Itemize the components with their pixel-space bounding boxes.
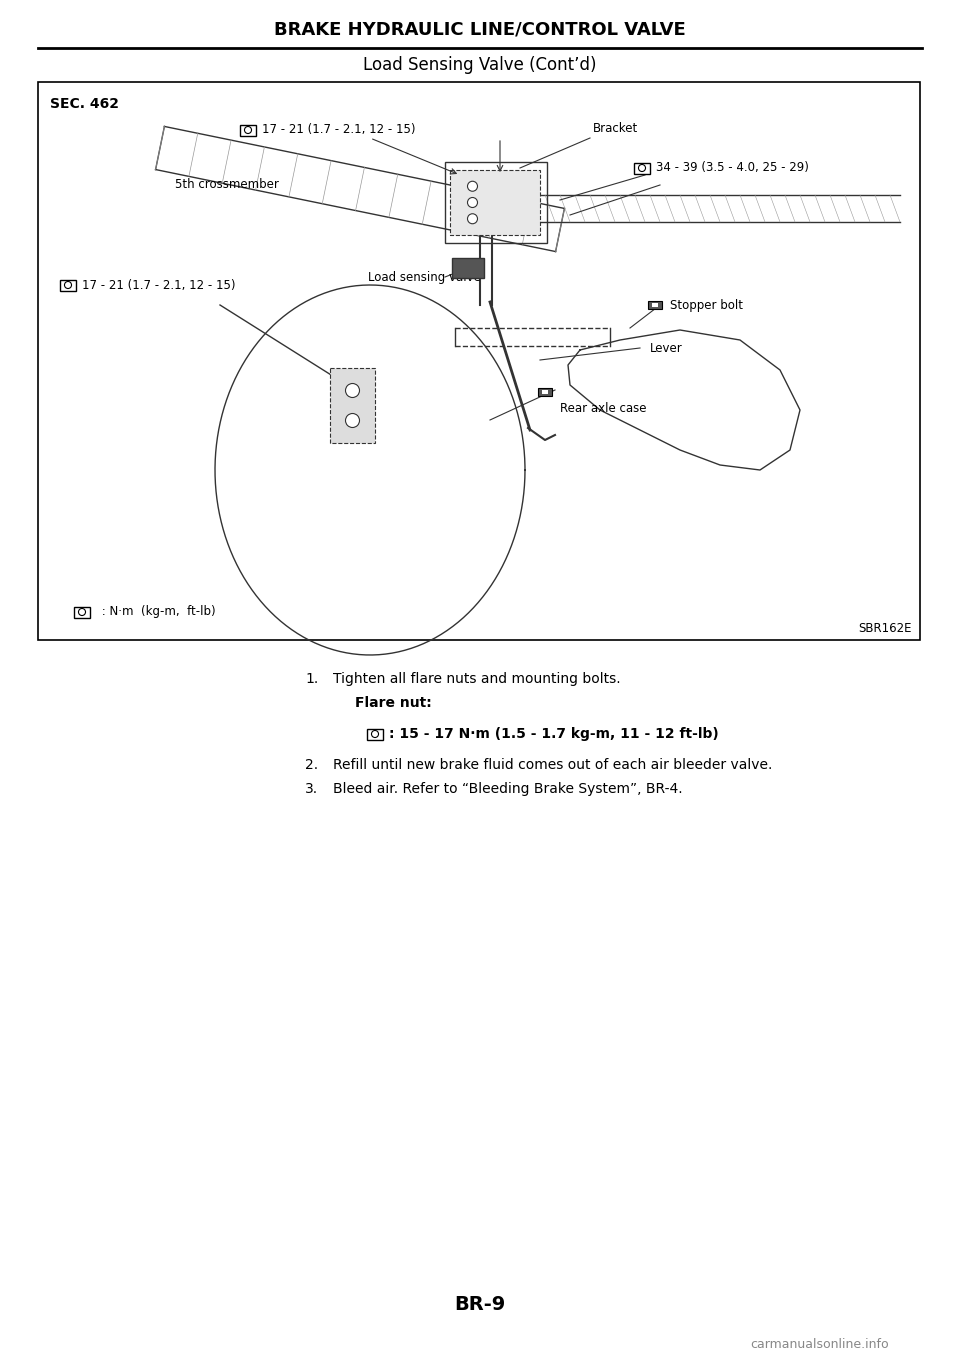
Bar: [74, 607, 89, 618]
Text: BRAKE HYDRAULIC LINE/CONTROL VALVE: BRAKE HYDRAULIC LINE/CONTROL VALVE: [275, 20, 685, 39]
Circle shape: [79, 608, 85, 615]
Text: BR-9: BR-9: [454, 1296, 506, 1315]
Circle shape: [372, 731, 378, 737]
Bar: [542, 390, 548, 394]
Text: 3.: 3.: [305, 782, 318, 796]
Text: Bleed air. Refer to “Bleeding Brake System”, BR-4.: Bleed air. Refer to “Bleeding Brake Syst…: [333, 782, 683, 796]
Circle shape: [245, 126, 252, 133]
Text: Refill until new brake fluid comes out of each air bleeder valve.: Refill until new brake fluid comes out o…: [333, 758, 773, 771]
Bar: [60, 280, 76, 291]
Circle shape: [468, 213, 477, 224]
Bar: [538, 388, 552, 397]
Text: 17 - 21 (1.7 - 2.1, 12 - 15): 17 - 21 (1.7 - 2.1, 12 - 15): [262, 124, 416, 137]
Circle shape: [346, 383, 359, 398]
Bar: [648, 301, 662, 310]
Text: SEC. 462: SEC. 462: [50, 96, 119, 111]
Text: Lever: Lever: [650, 341, 683, 354]
Bar: [452, 258, 484, 278]
Text: 2.: 2.: [305, 758, 318, 771]
Circle shape: [638, 164, 645, 171]
Circle shape: [468, 197, 477, 208]
Bar: [445, 162, 547, 243]
Text: carmanualsonline.info: carmanualsonline.info: [751, 1339, 889, 1351]
Text: 34 - 39 (3.5 - 4.0, 25 - 29): 34 - 39 (3.5 - 4.0, 25 - 29): [656, 162, 809, 174]
Text: 17 - 21 (1.7 - 2.1, 12 - 15): 17 - 21 (1.7 - 2.1, 12 - 15): [82, 278, 235, 292]
Bar: [652, 303, 658, 307]
Bar: [450, 170, 540, 235]
Text: Flare nut:: Flare nut:: [355, 697, 432, 710]
Text: Load Sensing Valve (Cont’d): Load Sensing Valve (Cont’d): [363, 56, 597, 73]
Text: 1.: 1.: [305, 672, 319, 686]
Text: Load sensing valve: Load sensing valve: [368, 272, 481, 284]
Text: Stopper bolt: Stopper bolt: [670, 299, 743, 311]
Circle shape: [64, 281, 71, 288]
Text: SBR162E: SBR162E: [858, 622, 912, 634]
Text: Bracket: Bracket: [593, 121, 638, 134]
Text: : 15 - 17 N·m (1.5 - 1.7 kg-m, 11 - 12 ft-lb): : 15 - 17 N·m (1.5 - 1.7 kg-m, 11 - 12 f…: [389, 727, 719, 741]
Text: 5th crossmember: 5th crossmember: [175, 178, 278, 191]
Text: : N·m  (kg-m,  ft-lb): : N·m (kg-m, ft-lb): [98, 606, 216, 618]
Bar: [38, 81, 920, 640]
Bar: [240, 125, 255, 136]
Circle shape: [468, 181, 477, 191]
Text: Rear axle case: Rear axle case: [560, 402, 646, 414]
Bar: [368, 728, 383, 740]
Bar: [635, 163, 650, 174]
Bar: [330, 368, 375, 443]
Text: Tighten all flare nuts and mounting bolts.: Tighten all flare nuts and mounting bolt…: [333, 672, 620, 686]
Circle shape: [346, 413, 359, 428]
